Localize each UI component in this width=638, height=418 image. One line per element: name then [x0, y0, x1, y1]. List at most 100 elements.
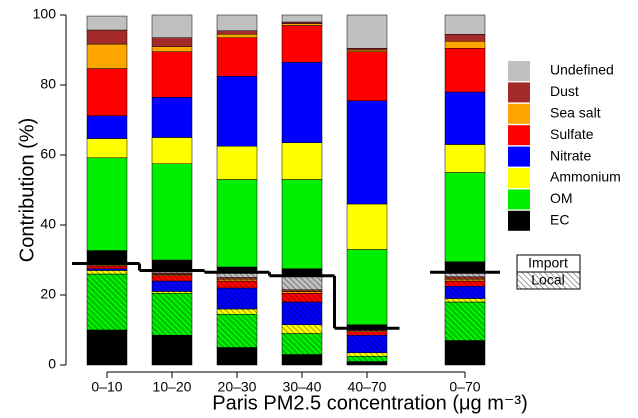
hatch [217, 309, 257, 315]
hatch [87, 270, 127, 274]
x-axis-label: Paris PM2.5 concentration (μg m⁻³) [212, 392, 528, 414]
hatch [217, 281, 257, 288]
hatch [152, 274, 192, 276]
hatch [282, 324, 322, 334]
x-tick-label: 20–30 [218, 379, 257, 395]
legend-swatch [508, 82, 530, 103]
bar-segment [444, 41, 486, 49]
bar-segment [86, 68, 128, 117]
hatch [152, 293, 192, 336]
hatch [217, 288, 257, 309]
x-tick-label: 40–70 [348, 379, 387, 395]
hatch [87, 330, 127, 365]
hatch [87, 274, 127, 330]
bar-segment [216, 14, 258, 31]
hatch [445, 340, 485, 365]
hatch [445, 302, 485, 341]
bar-segment [281, 142, 323, 180]
bar-segment [86, 250, 128, 264]
legend-label: Nitrate [550, 147, 591, 163]
hatch [282, 333, 322, 355]
bar-segment [86, 29, 128, 45]
legend-label: Sulfate [550, 126, 594, 142]
hatch [282, 291, 322, 294]
bar-segment [281, 62, 323, 143]
bar-segment [346, 14, 388, 49]
hatch [217, 279, 257, 281]
hatch [445, 281, 485, 287]
hatch [347, 331, 387, 336]
hatch [152, 281, 192, 292]
x-tick-label: 10–20 [153, 379, 192, 395]
bar-segment [151, 37, 193, 47]
hatch [217, 277, 257, 280]
bar-segment [444, 261, 486, 273]
bar-segment [151, 259, 193, 271]
bar-segment [151, 97, 193, 138]
hatch [347, 361, 387, 365]
hatch [87, 265, 127, 269]
bar-segment [281, 14, 323, 23]
bar-segment [346, 203, 388, 250]
bar-segment [281, 21, 323, 24]
y-tick-label: 80 [40, 76, 56, 92]
legend-swatch [508, 103, 530, 124]
legend-swatch [508, 146, 530, 167]
bar-segment [86, 15, 128, 31]
legend-label: Dust [550, 83, 579, 99]
bar-segment [444, 172, 486, 262]
bar-segment [346, 48, 388, 51]
y-axis-label: Contribution (%) [16, 118, 38, 263]
bar-segment [151, 14, 193, 38]
y-tick-label: 20 [40, 286, 56, 302]
bar-segment [444, 34, 486, 42]
legend-label: EC [550, 212, 569, 228]
bar-segment [151, 137, 193, 164]
bar-segment [216, 76, 258, 147]
bar-segment [216, 146, 258, 180]
bar-segment [151, 46, 193, 52]
bar-segment [216, 30, 258, 35]
bar-segment [346, 249, 388, 325]
hatch [152, 272, 192, 275]
legend-label: OM [550, 190, 573, 206]
bar-segment [346, 51, 388, 101]
x-tick-label: 0–10 [91, 379, 122, 395]
legend-swatch [508, 210, 530, 231]
hatch [517, 272, 580, 289]
bar-segment [346, 49, 388, 52]
y-tick-label: 60 [40, 146, 56, 162]
hatch [282, 275, 322, 290]
hatch [445, 276, 485, 280]
hatch [152, 335, 192, 365]
y-tick-label: 40 [40, 216, 56, 232]
bar-segment [281, 23, 323, 26]
legend-swatch [508, 125, 530, 146]
bar-segment [151, 163, 193, 261]
hatch [347, 329, 387, 331]
y-tick-label: 100 [33, 6, 57, 22]
bar-segment [151, 51, 193, 98]
hatch [217, 272, 257, 278]
x-tick-label: 30–40 [283, 379, 322, 395]
hatch [87, 268, 127, 271]
hatch [282, 302, 322, 325]
legend-label: Undefined [550, 62, 614, 78]
bar-segment [86, 157, 128, 251]
hatch [152, 291, 192, 294]
hatch [347, 335, 387, 353]
y-tick-label: 0 [48, 356, 56, 372]
bar-segment [281, 179, 323, 269]
hatch [347, 356, 387, 362]
bar-segment [444, 91, 486, 145]
bar-segment [86, 115, 128, 139]
hatch [282, 289, 322, 292]
hatch [445, 272, 485, 277]
hatch [282, 293, 322, 302]
legend-label: Ammonium [550, 169, 621, 185]
split-legend-label: Import [528, 255, 568, 271]
bar-segment [346, 100, 388, 205]
bar-segment [86, 138, 128, 159]
bar-segment [444, 48, 486, 93]
